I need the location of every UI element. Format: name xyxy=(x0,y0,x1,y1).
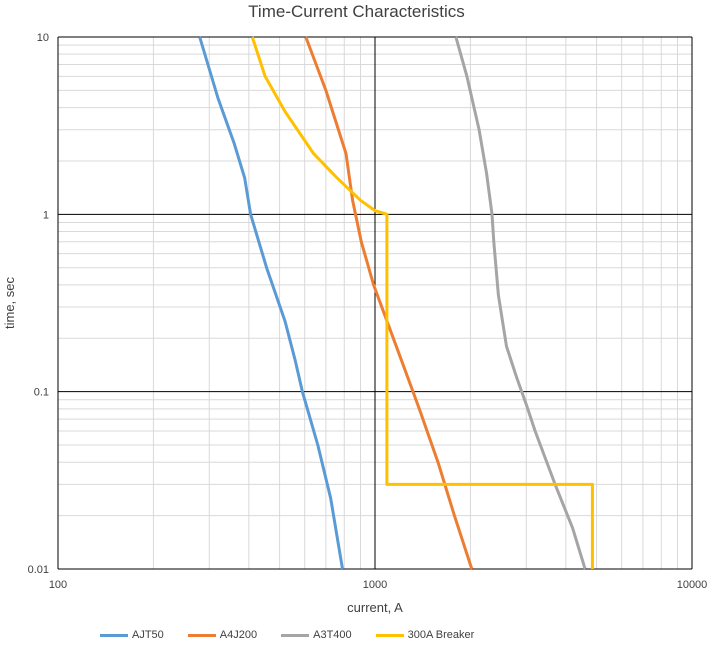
tick-labels: 100 1000 10000 0.01 0.1 1 10 xyxy=(28,32,708,591)
legend-item: A3T400 xyxy=(281,629,352,641)
legend-swatch xyxy=(281,633,310,637)
series-line-ajt50 xyxy=(198,36,344,570)
y-tick-label: 10 xyxy=(37,32,49,44)
y-tick-label: 0.1 xyxy=(34,387,49,399)
chart-legend: AJT50 A4J200 A3T400 300A Breaker xyxy=(100,629,498,641)
legend-label: A4J200 xyxy=(219,629,258,641)
series-line-a3t400 xyxy=(454,36,587,570)
x-tick-label: 100 xyxy=(49,579,67,591)
legend-item: 300A Breaker xyxy=(375,629,475,641)
series-line-300a-breaker xyxy=(250,36,594,569)
series-line-a4j200 xyxy=(304,36,474,570)
legend-swatch xyxy=(187,633,216,637)
y-tick-label: 0.01 xyxy=(28,564,49,576)
legend-label: 300A Breaker xyxy=(407,629,475,641)
legend-item: AJT50 xyxy=(100,629,164,641)
legend-swatch xyxy=(100,633,128,637)
legend-label: A3T400 xyxy=(313,629,352,641)
y-axis-label: time, sec xyxy=(2,276,17,329)
legend-swatch xyxy=(375,633,404,637)
grid-lines xyxy=(57,36,693,570)
y-tick-label: 1 xyxy=(43,209,49,221)
series-lines xyxy=(198,36,594,570)
x-axis-label: current, A xyxy=(347,600,403,615)
x-tick-label: 1000 xyxy=(363,579,387,591)
legend-label: AJT50 xyxy=(132,629,164,641)
chart-title: Time-Current Characteristics xyxy=(248,2,465,21)
x-tick-label: 10000 xyxy=(677,579,708,591)
legend-item: A4J200 xyxy=(187,629,258,641)
